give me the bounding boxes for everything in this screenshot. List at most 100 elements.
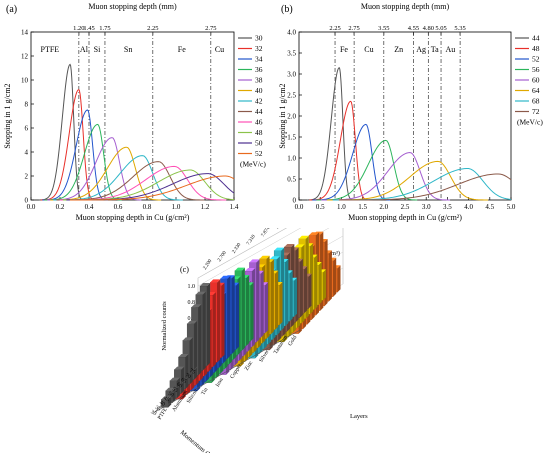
legend-label-38: 38	[255, 76, 263, 85]
panel-label: (a)	[6, 4, 17, 15]
bar-side	[202, 291, 206, 371]
y-tick-label: 0	[25, 197, 29, 205]
y-tick-label: 1.5	[287, 134, 296, 142]
panel-a: (a) Muon stopping depth (mm) 0.0 0.2 0.4 0.6 0…	[0, 0, 275, 230]
legend-unit: (MeV/c)	[240, 160, 266, 169]
x-tick-label: 0.4	[85, 203, 94, 211]
layer-tick-label: Iron	[215, 377, 225, 388]
z-tick-label: 0.8	[188, 300, 196, 306]
top-tick-label: 1.75	[99, 25, 110, 32]
bar-side	[299, 258, 303, 318]
y-tick-label: 8	[25, 101, 29, 109]
bar-top	[245, 268, 256, 271]
y-tick-label: 3.5	[287, 50, 296, 58]
series-60-line	[321, 152, 451, 201]
bar-side	[181, 366, 185, 394]
plot-frame	[298, 31, 512, 201]
top-tick-label: 2.75	[205, 25, 216, 32]
bar-side	[194, 320, 198, 380]
y-tick-label: 10	[21, 77, 29, 85]
series-52-line	[312, 123, 391, 201]
bar-side	[217, 279, 221, 363]
legend-label-36: 36	[255, 65, 263, 74]
bar-top	[195, 291, 206, 295]
series-72-line	[338, 173, 512, 201]
legend-label-50: 50	[255, 139, 263, 148]
bar-top	[249, 259, 260, 263]
bar-side	[328, 250, 332, 302]
x-tick-label: 0.0	[27, 203, 36, 211]
density-tick-label: 7.310	[246, 234, 257, 246]
momentum-tick-label: 45	[162, 395, 170, 403]
density-tick-label: 7.874	[261, 228, 272, 238]
y-axis-title: Stopping in 1 g/cm2	[3, 83, 12, 148]
momentum-tick-label: 40	[158, 400, 166, 408]
momentum-tick-label: 65	[180, 377, 188, 385]
top-tick-label: 3.55	[378, 25, 389, 32]
bar-side	[207, 283, 210, 366]
x-tick-label: 1.0	[172, 203, 181, 211]
bar-side	[308, 273, 312, 309]
bar-side	[304, 266, 308, 314]
y-tick-label: 0	[293, 197, 297, 205]
x-tick-label: 0.5	[316, 203, 325, 211]
bar-top	[234, 267, 245, 271]
legend-label-52: 52	[255, 149, 263, 158]
x-axis-title: Muon stopping depth in Cu (g/cm²)	[348, 213, 462, 222]
density-tick-label: 2.700	[217, 250, 228, 262]
y-tick-label: 2.5	[287, 92, 296, 100]
top-tick-label: 2.75	[348, 25, 359, 32]
x-tick-label: 0.0	[295, 203, 304, 211]
layer-region-label: Cu	[215, 45, 224, 54]
bar-side	[270, 259, 274, 335]
chart-c: (c)Mass density (g/cm³)00.20.40.60.81.0N…	[150, 185, 369, 458]
legend-label-52: 52	[532, 55, 540, 64]
y-tick-label: 2.0	[287, 113, 296, 121]
layer-tick-label: Zinc	[244, 360, 255, 372]
bar-top	[269, 256, 280, 260]
density-tick-label: 2.330	[232, 242, 243, 254]
momentum-tick-label: 75	[188, 368, 196, 376]
y-tick-label: 6	[25, 125, 29, 133]
momentum-tick-label: 70	[184, 372, 192, 380]
legend-label-68: 68	[532, 97, 540, 106]
layer-region-label: Fe	[340, 45, 348, 54]
bar-top	[309, 232, 319, 236]
bar-top	[174, 366, 185, 370]
x-tick-label: 3.0	[422, 203, 431, 211]
legend-label-44: 44	[255, 107, 263, 116]
bar-side	[231, 275, 235, 355]
legend-label-44: 44	[532, 34, 540, 43]
bar-side	[246, 275, 250, 346]
layer-region-label: Ag	[416, 45, 426, 54]
panel-label: (b)	[281, 4, 293, 15]
bar-top	[294, 244, 305, 248]
layer-region-label: Sn	[124, 45, 132, 54]
x-tick-label: 2.0	[379, 203, 388, 211]
bar-top	[274, 247, 285, 251]
momentum-axis-title: Momentum (MeV/c)	[179, 429, 225, 453]
layer-region-label: Zn	[394, 45, 403, 54]
bar-side	[279, 282, 283, 325]
y-tick-label: 14	[21, 29, 29, 37]
momentum-tick-label: 30	[150, 409, 158, 417]
bar-top	[220, 275, 231, 279]
layer-region-label: Si	[94, 45, 101, 54]
momentum-axis	[154, 365, 199, 413]
legend-label-46: 46	[255, 118, 263, 127]
top-tick-label: 1.20	[73, 25, 84, 32]
x-tick-label: 0.8	[143, 203, 152, 211]
top-tick-label: 1.45	[83, 25, 94, 32]
bar-top	[182, 337, 193, 341]
bar-side	[260, 270, 264, 338]
bar-side	[227, 275, 231, 359]
bar-top	[165, 387, 176, 391]
top-tick-label: 2.25	[329, 25, 340, 32]
legend-label-42: 42	[255, 97, 263, 106]
top-tick-label: 4.80	[423, 25, 434, 32]
chart-a: (a) Muon stopping depth (mm) 0.0 0.2 0.4 0.6 0…	[3, 2, 266, 222]
legend-label-48: 48	[532, 44, 540, 53]
layer-region-label: Au	[445, 45, 455, 54]
z-axis-title: Normalized counts	[161, 301, 168, 351]
series-48-line	[62, 169, 235, 201]
